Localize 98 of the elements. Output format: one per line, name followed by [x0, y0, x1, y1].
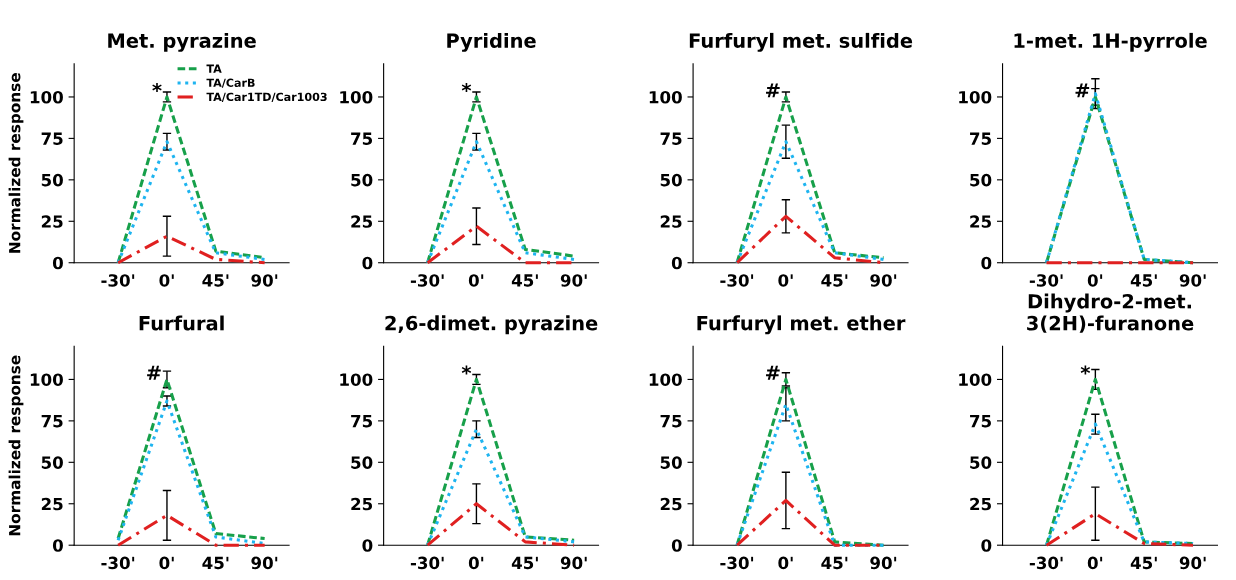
- chart-title: 2,6-dimet. pyrazine: [385, 315, 598, 335]
- x-tick-label: -30': [410, 556, 444, 570]
- x-tick-label: 0': [159, 556, 174, 570]
- annotation: *: [461, 365, 472, 375]
- x-tick-label: 90': [560, 274, 587, 287]
- x-tick-label: 0': [468, 274, 484, 287]
- annotation: #: [766, 83, 780, 98]
- annotation: *: [1080, 365, 1091, 375]
- line-series: [1044, 422, 1195, 547]
- y-tick-label: 100: [340, 373, 373, 386]
- chart-title: Furfuryl met. sulfide: [689, 32, 913, 52]
- y-tick-label: 50: [970, 173, 992, 187]
- y-tick-label: 0: [671, 539, 682, 552]
- y-tick-label: 100: [30, 373, 63, 386]
- y-tick-label: 100: [340, 90, 373, 104]
- y-tick-label: 75: [41, 415, 63, 428]
- y-tick-label: 50: [41, 173, 63, 187]
- x-tick-label: 90': [870, 556, 897, 570]
- x-tick-label: 90': [1179, 274, 1206, 287]
- x-tick-label: 0': [1087, 274, 1103, 287]
- y-tick-label: 25: [351, 497, 373, 511]
- y-tick-label: 0: [52, 539, 63, 552]
- x-tick-label: 0': [1087, 556, 1103, 570]
- y-tick-label: 0: [981, 539, 992, 552]
- annotation: *: [152, 82, 162, 92]
- chart-title: Met. pyrazine: [108, 32, 256, 52]
- annotation: #: [1075, 83, 1090, 98]
- x-tick-label: -30': [101, 274, 135, 287]
- line-series: [426, 377, 576, 547]
- x-tick-label: 90': [870, 274, 897, 287]
- y-tick-label: 0: [362, 539, 373, 552]
- chart-title: Pyridine: [447, 32, 536, 52]
- x-tick-label: 0': [778, 556, 793, 570]
- x-tick-label: 45': [821, 556, 848, 570]
- y-tick-label: 25: [41, 497, 63, 511]
- x-tick-label: -30': [720, 556, 754, 570]
- x-tick-label: -30': [1029, 274, 1063, 287]
- y-tick-label: 0: [981, 256, 992, 270]
- x-tick-label: 0': [778, 274, 793, 287]
- y-tick-label: 100: [649, 90, 682, 104]
- x-tick-label: 45': [1130, 556, 1157, 570]
- y-tick-label: 0: [52, 256, 63, 270]
- x-tick-label: 0': [159, 274, 174, 287]
- legend-label: TA/Car1TD/Car1003: [206, 92, 327, 102]
- x-tick-label: -30': [101, 556, 135, 570]
- y-tick-label: 25: [41, 215, 63, 228]
- y-tick-label: 25: [970, 497, 991, 511]
- chart-title: Dihydro-2-met. 3(2H)-furanone: [1027, 293, 1194, 333]
- x-tick-label: 90': [1179, 556, 1206, 570]
- line-series: [426, 140, 576, 265]
- line-series: [1044, 377, 1195, 547]
- y-tick-label: 25: [660, 497, 682, 511]
- y-tick-label: 100: [649, 373, 682, 386]
- x-tick-label: -30': [720, 274, 754, 287]
- chart-title: Furfuryl met. ether: [697, 315, 906, 335]
- y-tick-label: 50: [351, 173, 373, 187]
- y-tick-label: 100: [30, 90, 63, 104]
- annotation: *: [461, 82, 472, 92]
- y-tick-label: 0: [671, 256, 682, 270]
- x-tick-label: 45': [821, 274, 848, 287]
- y-axis-title: Normalized response: [8, 73, 24, 253]
- x-tick-label: 90': [560, 556, 587, 570]
- y-tick-label: 50: [660, 173, 682, 187]
- y-tick-label: 100: [959, 90, 992, 104]
- y-tick-label: 100: [959, 373, 992, 386]
- y-tick-label: 50: [970, 456, 992, 469]
- x-tick-label: -30': [1029, 556, 1063, 570]
- y-tick-label: 50: [660, 456, 682, 469]
- y-tick-label: 25: [970, 215, 991, 228]
- annotation: #: [766, 365, 780, 380]
- x-tick-label: 45': [1130, 274, 1157, 287]
- x-tick-label: 45': [511, 274, 538, 287]
- y-tick-label: 75: [970, 132, 991, 145]
- legend-label: TA: [206, 64, 222, 73]
- x-tick-label: 0': [468, 556, 484, 570]
- x-tick-label: 90': [251, 274, 278, 287]
- y-axis-title: Normalized response: [8, 355, 24, 536]
- y-tick-label: 75: [660, 415, 682, 428]
- line-series: [426, 427, 576, 547]
- y-tick-label: 75: [41, 132, 63, 145]
- y-tick-label: 75: [970, 415, 991, 428]
- x-tick-label: 90': [251, 556, 278, 570]
- x-tick-label: -30': [410, 274, 444, 287]
- y-tick-label: 25: [660, 215, 682, 228]
- annotation: #: [147, 365, 161, 380]
- y-tick-label: 25: [351, 215, 373, 228]
- y-tick-label: 50: [41, 456, 63, 469]
- y-tick-label: 50: [351, 456, 373, 469]
- y-tick-label: 0: [362, 256, 373, 270]
- x-tick-label: 45': [202, 556, 229, 570]
- chart-title: 1-met. 1H-pyrrole: [1014, 32, 1207, 52]
- x-tick-label: 45': [202, 274, 229, 287]
- y-tick-label: 75: [351, 132, 373, 145]
- x-tick-label: 45': [511, 556, 538, 570]
- y-tick-label: 75: [351, 415, 373, 428]
- y-tick-label: 75: [660, 132, 682, 145]
- chart-title: Furfural: [139, 315, 224, 331]
- legend-label: TA/CarB: [206, 78, 255, 88]
